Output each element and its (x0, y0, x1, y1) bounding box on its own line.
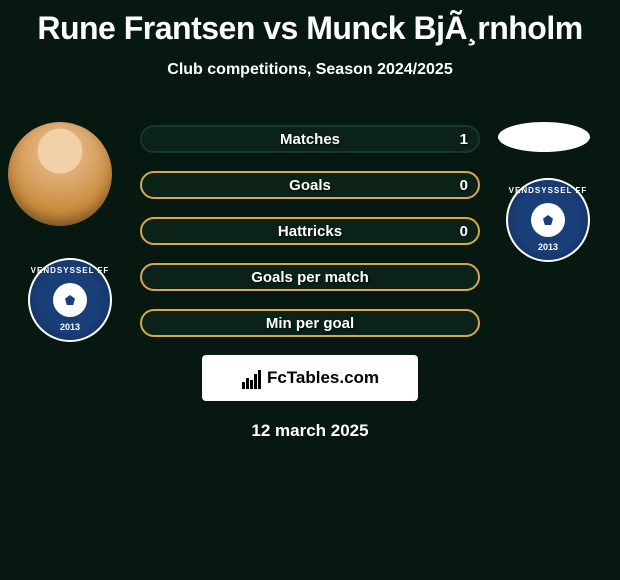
page-title: Rune Frantsen vs Munck BjÃ¸rnholm (0, 0, 620, 47)
club-badge-right: VENDSYSSEL FF 2013 (506, 178, 590, 262)
player-right-placeholder (498, 122, 590, 152)
fctables-watermark: FcTables.com (202, 355, 418, 401)
stat-label: Hattricks (278, 223, 342, 240)
player-left-photo (8, 122, 112, 226)
stat-bar: Goals 0 (140, 171, 480, 199)
soccer-ball-icon (531, 203, 565, 237)
club-badge-left: VENDSYSSEL FF 2013 (28, 258, 112, 342)
subtitle: Club competitions, Season 2024/2025 (0, 61, 620, 79)
club-badge-name: VENDSYSSEL FF (509, 186, 588, 195)
stat-value-right: 0 (460, 223, 468, 240)
stat-bar: Min per goal (140, 309, 480, 337)
stat-label: Goals (289, 177, 331, 194)
stat-bars: Matches 1 Goals 0 Hattricks 0 Goals per match M… (140, 125, 480, 337)
stat-bar: Goals per match (140, 263, 480, 291)
stat-label: Min per goal (266, 315, 354, 332)
soccer-ball-icon (53, 283, 87, 317)
fctables-label: FcTables.com (267, 368, 379, 388)
stat-value-right: 0 (460, 177, 468, 194)
stat-bar: Matches 1 (140, 125, 480, 153)
stat-value-right: 1 (460, 131, 468, 148)
bar-chart-icon (241, 367, 263, 389)
stat-bar: Hattricks 0 (140, 217, 480, 245)
stat-label: Matches (280, 131, 340, 148)
club-badge-year: 2013 (538, 242, 558, 252)
club-badge-year: 2013 (60, 322, 80, 332)
snapshot-date: 12 march 2025 (0, 421, 620, 441)
club-badge-name: VENDSYSSEL FF (31, 266, 110, 275)
stat-label: Goals per match (251, 269, 369, 286)
